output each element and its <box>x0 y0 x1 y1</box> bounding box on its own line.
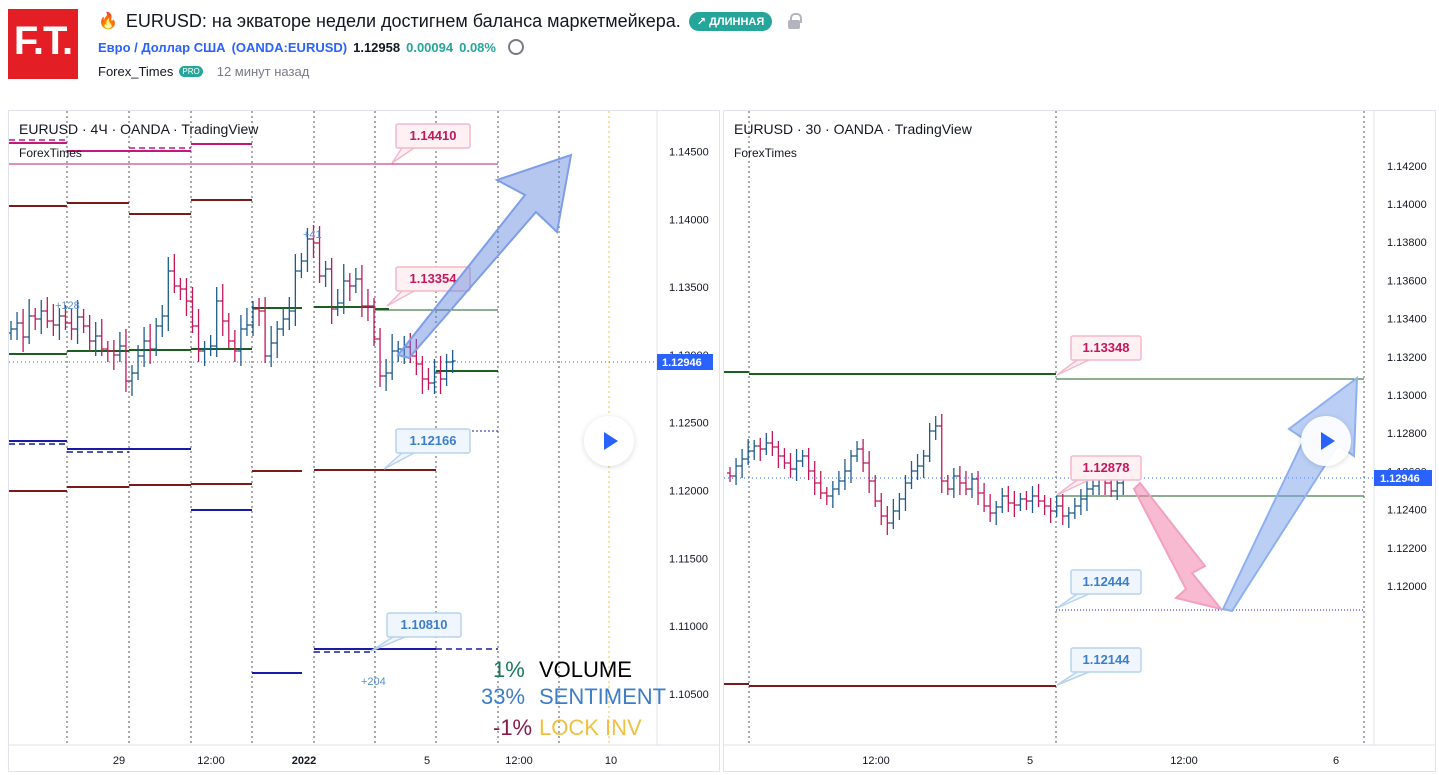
time-tick-label: 12:00 <box>862 755 890 767</box>
pips-label: +41 <box>303 229 322 241</box>
time-tick-label: 29 <box>113 755 125 767</box>
symbol-code-link[interactable]: (OANDA:EURUSD) <box>231 39 348 55</box>
price-tick-label: 1.12800 <box>1387 428 1427 440</box>
price-tick-label: 1.14200 <box>1387 161 1427 173</box>
callout-price: 1.13354 <box>410 271 458 286</box>
logo-text: F.T. <box>13 19 73 63</box>
callout-price: 1.14410 <box>410 128 457 143</box>
price-tick-label: 1.13000 <box>1387 390 1427 402</box>
callout-price: 1.12444 <box>1083 574 1131 589</box>
idea-title: EURUSD: на экваторе недели достигнем бал… <box>125 10 681 31</box>
stat-volume-value: 1% <box>493 657 525 682</box>
price-tick-label: 1.12000 <box>669 486 709 498</box>
time-tick-label: 6 <box>1333 755 1339 767</box>
callout-box <box>386 612 462 638</box>
time-tick-label: 10 <box>605 755 617 767</box>
indicator-name: ForexTimes <box>734 146 797 160</box>
forecast-arrow-up <box>396 153 573 360</box>
idea-header: F.T. 🔥 EURUSD: на экваторе недели достиг… <box>0 0 1439 100</box>
price-tick-label: 1.11500 <box>669 553 708 565</box>
price-tick-label: 1.12200 <box>1387 543 1427 555</box>
current-price-tag <box>657 354 713 370</box>
pips-label: +204 <box>361 676 386 688</box>
pro-badge: PRO <box>179 66 203 77</box>
price-tick-label: 1.12000 <box>1387 581 1427 593</box>
price-tick-label: 1.12400 <box>1387 505 1427 517</box>
callout-tail <box>1056 479 1090 496</box>
forecast-arrow-up <box>1221 375 1359 613</box>
author-row: Forex_Times PRO 12 минут назад <box>98 64 309 79</box>
time-tick-label: 5 <box>1027 755 1033 767</box>
current-price-value: 1.12946 <box>662 357 702 369</box>
callout-box <box>1070 569 1142 595</box>
price-tick-label: 1.14000 <box>1387 199 1427 211</box>
symbol-row: Евро / Доллар США (OANDA:EURUSD) 1.12958… <box>98 39 524 55</box>
time-tick-label: 12:00 <box>197 755 225 767</box>
title-row: 🔥 EURUSD: на экваторе недели достигнем б… <box>98 10 803 32</box>
pips-label: +128 <box>55 300 80 312</box>
play-button[interactable] <box>584 416 634 466</box>
price-tick-label: 1.13400 <box>1387 314 1427 326</box>
price-tick-label: 1.13800 <box>1387 237 1427 249</box>
lock-icon <box>788 13 803 29</box>
callout-tail <box>370 636 406 652</box>
author-name[interactable]: Forex_Times <box>98 64 174 79</box>
time-tick-label: 5 <box>424 755 430 767</box>
callout-price: 1.10810 <box>401 617 448 632</box>
price-tick-label: 1.13500 <box>669 282 709 294</box>
callout-tail <box>1056 671 1090 686</box>
stat-sentiment-name: SENTIMENT <box>539 684 667 709</box>
chart-panel-30m[interactable]: 1.14200 1.14000 1.13800 1.13600 1.13400 1.132… <box>723 110 1436 772</box>
current-price-tag <box>1374 470 1432 486</box>
stat-lockinv-value: -1% <box>493 715 533 740</box>
callout-box <box>395 123 471 149</box>
stat-volume-name: VOLUME <box>539 657 632 682</box>
callout-price: 1.12878 <box>1083 460 1130 475</box>
price-change-percent: 0.08% <box>459 39 496 55</box>
chart-legend: EURUSD · 30 · OANDA · TradingView <box>734 121 972 137</box>
price-tick-label: 1.10500 <box>669 689 709 701</box>
publish-time: 12 минут назад <box>216 64 310 79</box>
callout-price: 1.13348 <box>1083 340 1130 355</box>
callout-tail <box>391 147 415 164</box>
price-tick-label: 1.11000 <box>669 621 708 633</box>
time-tick-label: 12:00 <box>505 755 533 767</box>
price-tick-label: 1.12500 <box>669 418 709 430</box>
indicator-name: ForexTimes <box>19 146 82 160</box>
callout-box <box>1070 647 1142 673</box>
price-change: 0.00094 <box>406 39 454 55</box>
price-tick-label: 1.13200 <box>1387 352 1427 364</box>
price-tick-label: 1.14500 <box>669 147 709 159</box>
play-button[interactable] <box>1301 416 1351 466</box>
symbol-name-link[interactable]: Евро / Доллар США <box>98 39 226 55</box>
flame-icon: 🔥 <box>98 13 118 30</box>
callout-price: 1.12144 <box>1083 652 1131 667</box>
price-tick-label: 1.14000 <box>669 214 709 226</box>
callout-tail <box>386 290 415 307</box>
chart-canvas-30m[interactable]: 1.14200 1.14000 1.13800 1.13600 1.13400 1.132… <box>724 111 1436 772</box>
callout-box <box>395 266 471 292</box>
callout-box <box>395 428 471 454</box>
chart-panel-4h[interactable]: 1.145001.140001.135001.130001.125001.120… <box>8 110 720 772</box>
chart-legend: EURUSD · 4Ч · OANDA · TradingView <box>19 121 259 137</box>
long-badge: ↗ ДЛИННАЯ <box>688 11 773 31</box>
callout-box <box>1070 455 1142 481</box>
price-tick-label: 1.13600 <box>1387 275 1427 287</box>
forecast-arrow-down <box>1132 481 1224 611</box>
stat-sentiment-value: 33% <box>481 684 526 709</box>
current-price-value: 1.12946 <box>1380 473 1420 485</box>
symbol-price: 1.12958 <box>353 39 401 55</box>
callout-tail <box>383 452 415 470</box>
stat-lockinv-name: LOCK INV <box>539 715 642 740</box>
callout-tail <box>1056 359 1090 376</box>
chart-canvas-4h[interactable]: 1.145001.140001.135001.130001.125001.120… <box>9 111 720 772</box>
author-logo[interactable]: F.T. <box>8 9 78 79</box>
time-tick-label: 2022 <box>292 755 316 767</box>
callout-tail <box>1056 593 1090 609</box>
callout-price: 1.12166 <box>410 433 457 448</box>
time-tick-label: 12:00 <box>1170 755 1198 767</box>
alarm-clock-icon[interactable] <box>507 39 524 55</box>
callout-box <box>1070 335 1142 361</box>
